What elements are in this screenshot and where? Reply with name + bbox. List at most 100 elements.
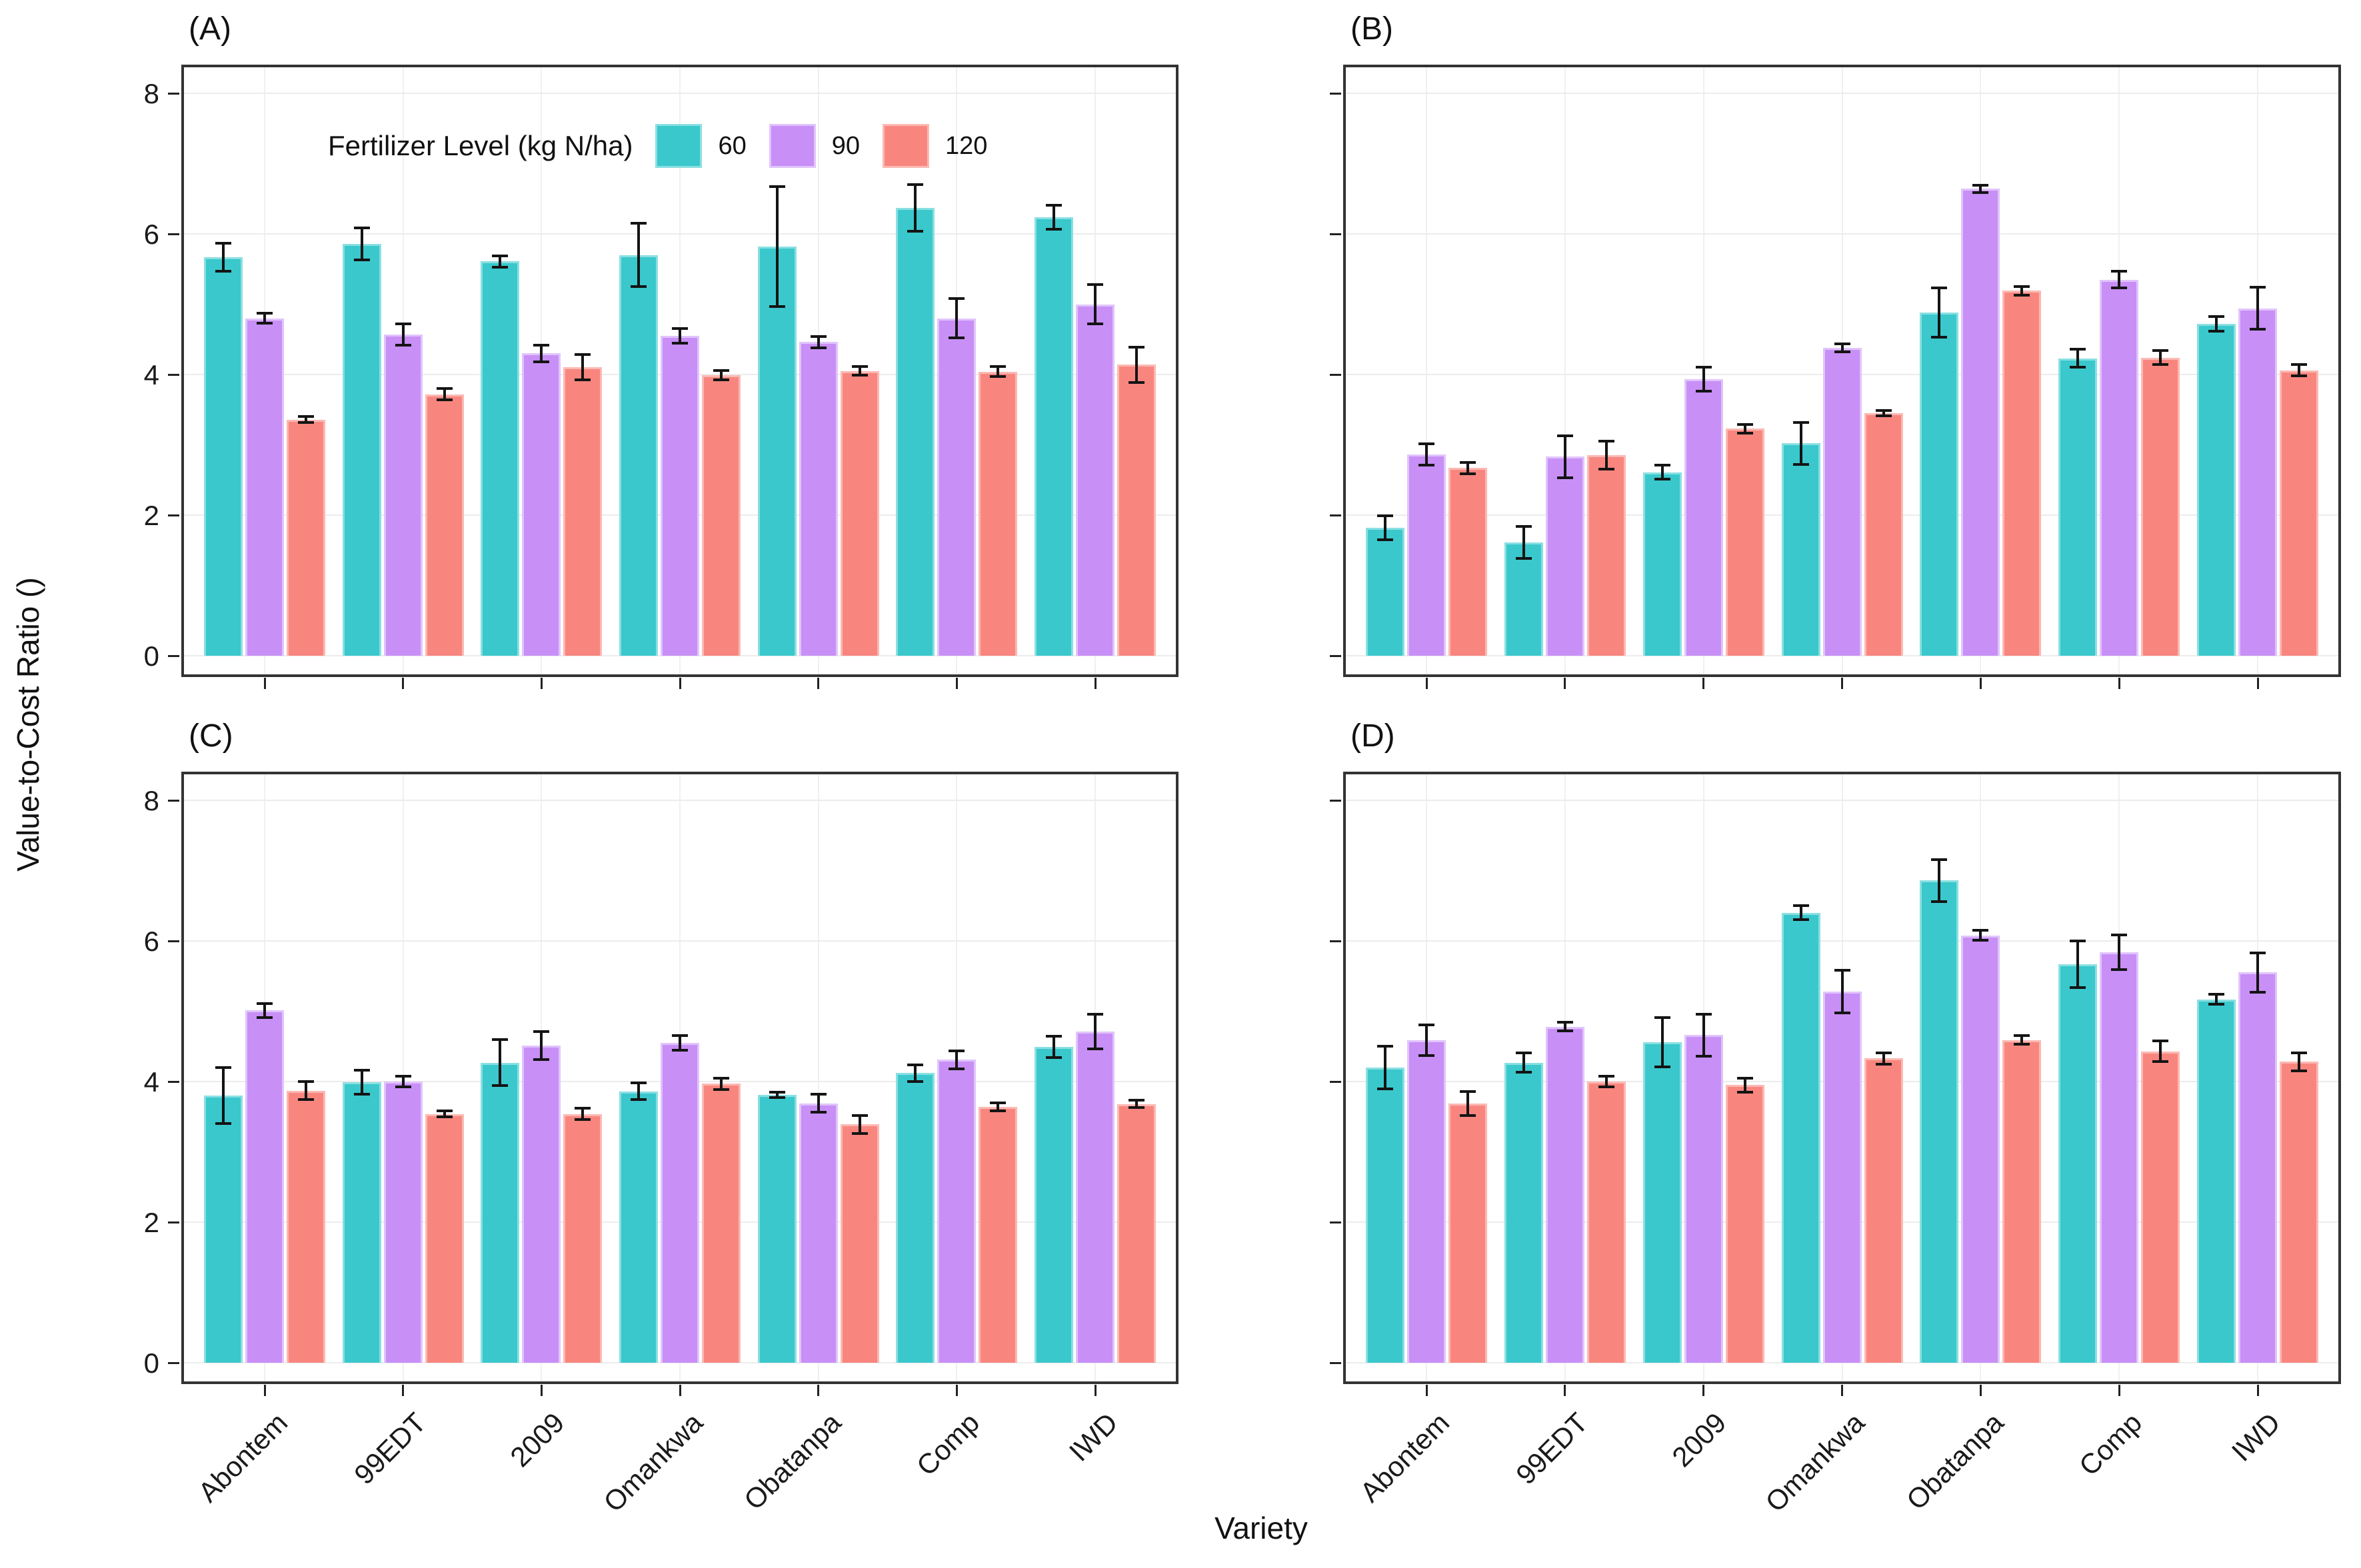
x-category-label: Omankwa (597, 1406, 709, 1518)
x-axis-tick (955, 1385, 958, 1396)
bar-A-2009-90 (522, 353, 561, 656)
bar-A-Comp-90 (937, 318, 977, 656)
error-bar-cap-bottom (810, 1111, 827, 1114)
error-bar-cap-bottom (2291, 1070, 2307, 1073)
x-category-label: Abontem (192, 1406, 294, 1508)
bar-A-Omankwa-60 (619, 255, 658, 656)
y-axis-tick (168, 514, 179, 516)
x-axis-tick (402, 1385, 405, 1396)
bar-B-2009-60 (1642, 472, 1682, 656)
x-axis-tick (679, 678, 681, 689)
gridline-vertical (1564, 67, 1566, 674)
error-bar-line (2298, 1052, 2300, 1072)
error-bar-cap-bottom (1087, 323, 1103, 326)
x-axis-tick (402, 678, 405, 689)
y-axis-title: Value-to-Cost Ratio () (11, 577, 45, 872)
bar-A-2009-120 (563, 367, 603, 656)
bar-D-Abontem-120 (1448, 1103, 1487, 1363)
error-bar-line (1563, 1022, 1566, 1032)
x-axis-tick (679, 1385, 681, 1396)
y-axis-tick (1330, 233, 1341, 235)
bar-B-2009-120 (1725, 428, 1764, 656)
legend-swatch-120 (883, 124, 930, 168)
error-bar-line (914, 185, 917, 231)
error-bar-cap-top (1654, 1016, 1670, 1019)
error-bar-cap-top (575, 1107, 591, 1110)
error-bar-cap-bottom (2152, 1060, 2169, 1064)
error-bar-cap-bottom (1515, 1071, 1532, 1074)
error-bar-line (2215, 317, 2218, 331)
legend: Fertilizer Level (kg N/ha) 60 90 120 (328, 124, 987, 168)
y-axis-tick (1330, 799, 1341, 802)
error-bar-cap-bottom (2152, 363, 2169, 367)
error-bar-line (1094, 1014, 1097, 1050)
bar-B-99EDT-60 (1504, 542, 1543, 656)
error-bar-cap-top (1695, 366, 1712, 369)
y-axis-tick (168, 1221, 179, 1223)
error-bar-line (1840, 970, 1844, 1013)
bar-A-IWD-90 (1076, 304, 1115, 656)
error-bar-cap-bottom (2111, 287, 2128, 290)
x-axis-tick (817, 678, 820, 689)
error-bar-cap-bottom (713, 1088, 729, 1091)
error-bar-cap-bottom (631, 1098, 647, 1102)
error-bar-cap-top (436, 1110, 453, 1113)
x-axis-tick (817, 1385, 820, 1396)
y-axis-tick (1330, 373, 1341, 376)
bar-D-Obatanpa-60 (1920, 880, 1959, 1363)
bar-C-2009-90 (522, 1046, 561, 1363)
bar-B-IWD-90 (2238, 308, 2277, 656)
error-bar-cap-top (1736, 422, 1753, 426)
error-bar-cap-bottom (907, 1080, 924, 1083)
error-bar-cap-bottom (575, 379, 591, 382)
error-bar-line (1979, 185, 1982, 193)
x-axis-tick (1702, 678, 1705, 689)
error-bar-cap-bottom (1418, 1054, 1434, 1057)
error-bar-line (1938, 288, 1941, 338)
bar-A-Omankwa-90 (661, 335, 699, 656)
error-bar-cap-bottom (2070, 986, 2086, 989)
error-bar-line (1702, 367, 1705, 392)
error-bar-cap-bottom (1792, 463, 1809, 466)
x-category-label: IWD (1063, 1406, 1125, 1467)
error-bar-cap-top (631, 1082, 647, 1085)
error-bar-cap-top (215, 1066, 231, 1069)
error-bar-cap-top (1875, 1051, 1892, 1054)
error-bar-cap-top (1087, 1012, 1103, 1016)
error-bar-cap-bottom (257, 321, 273, 325)
bar-D-Obatanpa-90 (1961, 935, 2000, 1363)
error-bar-cap-bottom (1087, 1048, 1103, 1051)
bar-B-Omankwa-120 (1864, 413, 1903, 656)
error-bar-cap-top (1046, 203, 1062, 207)
error-bar-cap-top (1460, 460, 1476, 464)
error-bar-cap-top (2152, 349, 2169, 353)
y-axis-tick (168, 233, 179, 235)
y-axis-tick (1330, 1361, 1341, 1364)
error-bar-line (401, 324, 405, 345)
error-bar-line (1702, 1014, 1705, 1057)
error-bar-line (1135, 347, 1138, 383)
y-axis-tick (168, 654, 179, 657)
error-bar-cap-top (1654, 464, 1670, 467)
error-bar-cap-bottom (492, 1084, 509, 1088)
bar-D-99EDT-120 (1586, 1082, 1626, 1363)
bar-C-Omankwa-120 (702, 1084, 741, 1363)
bar-C-Omankwa-60 (619, 1091, 658, 1363)
y-axis-tick (1330, 654, 1341, 657)
y-axis-tick (1330, 940, 1341, 942)
error-bar-line (443, 389, 446, 400)
error-bar-cap-bottom (2250, 991, 2266, 994)
bar-D-Obatanpa-120 (2002, 1040, 2042, 1363)
bar-A-99EDT-120 (425, 394, 464, 656)
error-bar-cap-top (492, 1038, 509, 1041)
bar-C-IWD-120 (1117, 1104, 1156, 1363)
error-bar-cap-bottom (1046, 227, 1062, 231)
error-bar-line (1604, 1076, 1608, 1088)
error-bar-line (305, 1082, 307, 1100)
error-bar-line (1053, 1036, 1055, 1058)
x-axis-tick (1425, 678, 1428, 689)
x-axis-tick (1841, 678, 1843, 689)
bar-C-Comp-60 (896, 1073, 935, 1363)
error-bar-cap-bottom (1931, 900, 1948, 903)
